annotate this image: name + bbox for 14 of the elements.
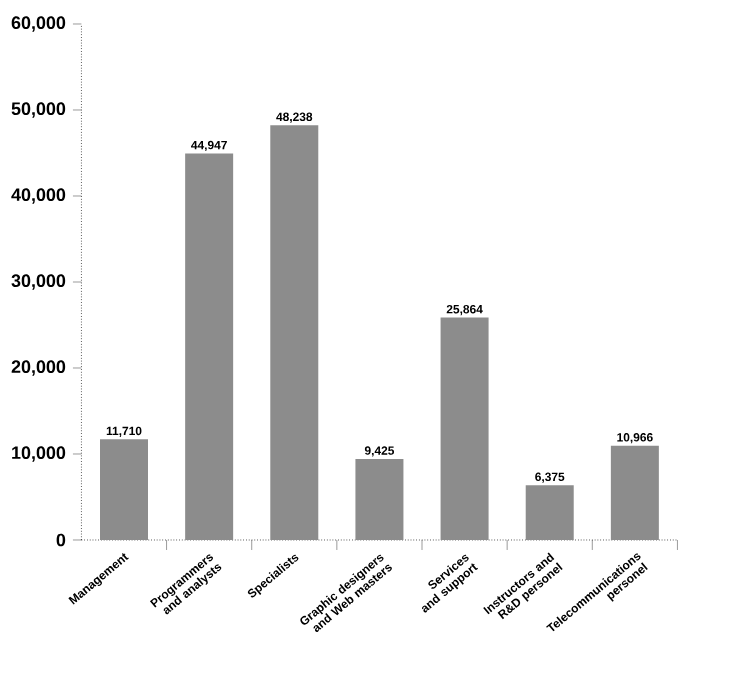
y-tick-label: 20,000 xyxy=(11,360,66,376)
bar xyxy=(100,439,148,540)
y-tick-label: 40,000 xyxy=(11,188,66,204)
bar xyxy=(610,445,659,540)
bar xyxy=(440,317,489,540)
y-tick-label: 60,000 xyxy=(11,16,66,32)
bar xyxy=(525,485,574,540)
bar xyxy=(355,458,404,540)
y-tick-label: 50,000 xyxy=(11,102,66,118)
y-tick-label: 0 xyxy=(56,533,66,547)
y-tick-label: 10,000 xyxy=(12,446,66,462)
bar xyxy=(185,153,234,540)
y-tick-label: 30,000 xyxy=(11,274,66,290)
bar xyxy=(270,125,319,540)
